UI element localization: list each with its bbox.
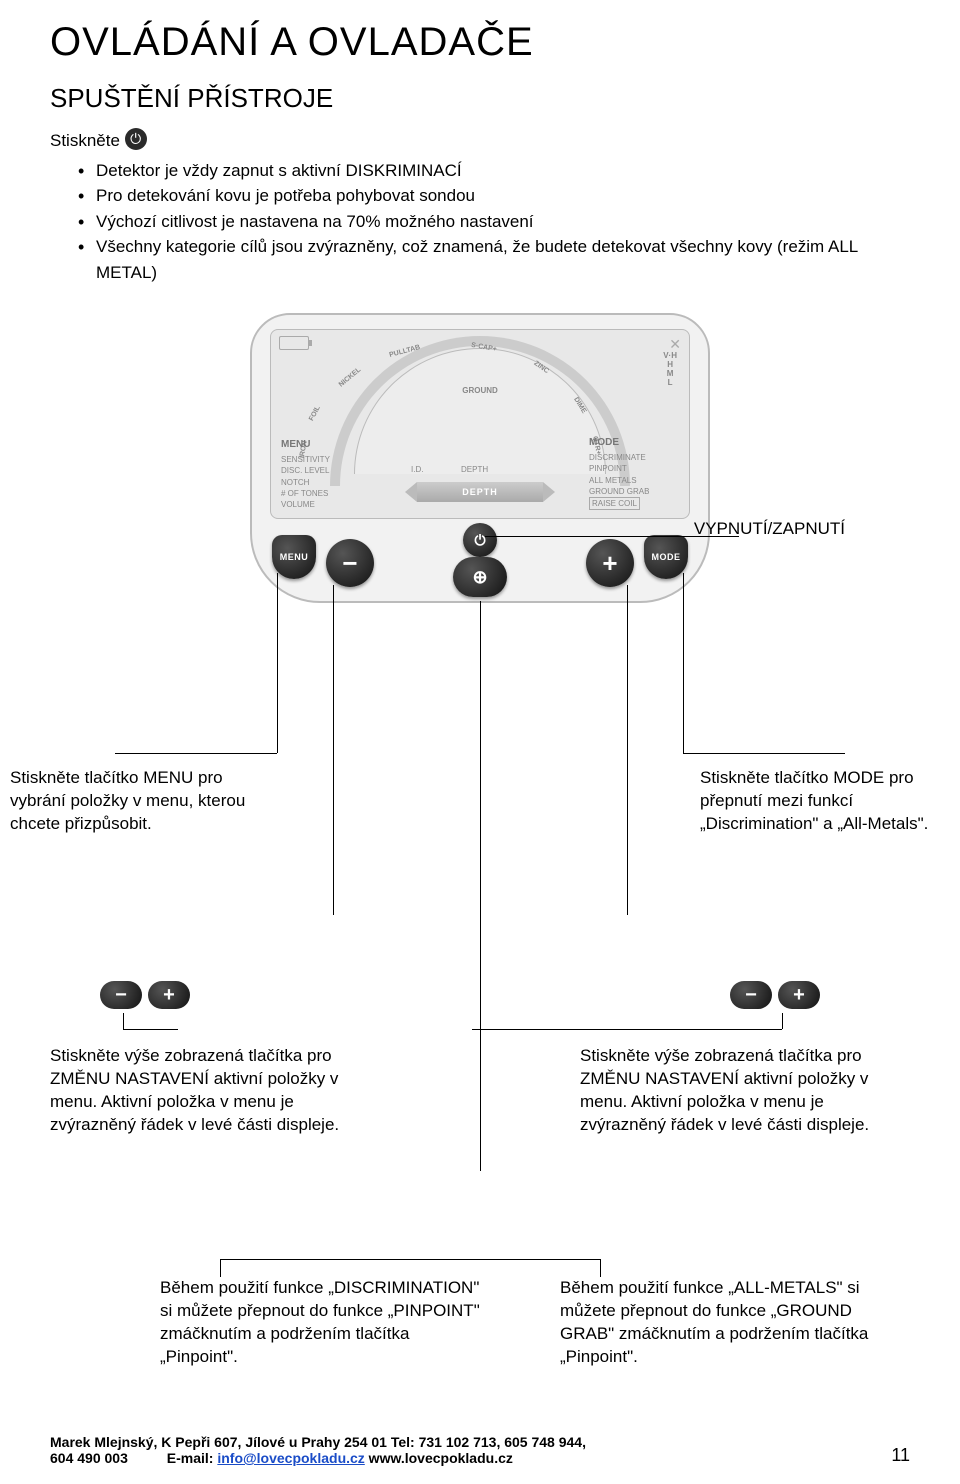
footer-email[interactable]: info@lovecpokladu.cz	[217, 1450, 364, 1466]
leader-line	[123, 1029, 178, 1030]
leader-line	[600, 1259, 601, 1277]
footer-phone: 604 490 003	[50, 1450, 128, 1466]
bullet-item: Výchozí citlivost je nastavena na 70% mo…	[78, 209, 910, 235]
leader-line	[220, 1259, 221, 1277]
arc-label-nickel: NICKEL	[338, 367, 362, 389]
lcd-mode-item: PINPOINT	[589, 463, 679, 474]
leader-line	[123, 1013, 124, 1029]
intro-line: Stiskněte	[50, 128, 910, 154]
battery-icon	[279, 336, 309, 350]
callout-mode: Stiskněte tlačítko MODE pro přepnutí mez…	[700, 767, 950, 836]
plus-button[interactable]: +	[586, 539, 634, 587]
lcd-menu-block: MENU SENSITIVITY DISC. LEVEL NOTCH # OF …	[281, 438, 371, 510]
leader-line	[472, 1029, 782, 1030]
device-body: ✕ V·H H M L GROUND IRON FOIL NICKEL PULL…	[250, 313, 710, 603]
arc-label-foil: FOIL	[308, 405, 322, 422]
lcd-mode-header: MODE	[589, 436, 679, 450]
leader-line	[485, 536, 739, 537]
footer-contact: Marek Mlejnský, K Pepři 607, Jílové u Pr…	[50, 1434, 586, 1466]
lcd-menu-header: MENU	[281, 438, 371, 452]
small-buttons-right: − +	[730, 981, 820, 1009]
footer-site: www.lovecpokladu.cz	[365, 1450, 513, 1466]
lcd-id-label: I.D.	[411, 465, 423, 474]
callout-discrimination: Během použití funkce „DISCRIMINATION" si…	[160, 1277, 480, 1369]
callout-change-left: Stiskněte výše zobrazená tlačítka pro ZM…	[50, 1045, 380, 1137]
lcd-mode-item: DISCRIMINATE	[589, 452, 679, 463]
small-minus-button[interactable]: −	[100, 981, 142, 1009]
lcd-menu-item: # OF TONES	[281, 488, 371, 499]
intro-stisknete: Stiskněte	[50, 131, 120, 150]
lcd-mode-item: ALL METALS	[589, 475, 679, 486]
small-minus-button[interactable]: −	[730, 981, 772, 1009]
leader-line	[220, 1259, 600, 1260]
lcd-menu-item: SENSITIVITY	[281, 454, 371, 465]
lcd-mode-item: GROUND GRAB	[589, 486, 679, 497]
bullet-item: Detektor je vždy zapnut s aktivní DISKRI…	[78, 158, 910, 184]
page-footer: Marek Mlejnský, K Pepři 607, Jílové u Pr…	[50, 1434, 910, 1466]
vhml-scale: V·H H M L	[663, 352, 677, 387]
lcd-menu-item: VOLUME	[281, 499, 371, 510]
footer-line2: 604 490 003 E-mail: info@lovecpokladu.cz…	[50, 1450, 586, 1466]
footer-line1: Marek Mlejnský, K Pepři 607, Jílové u Pr…	[50, 1434, 586, 1450]
callout-change-right: Stiskněte výše zobrazená tlačítka pro ZM…	[580, 1045, 910, 1137]
lcd-screen: ✕ V·H H M L GROUND IRON FOIL NICKEL PULL…	[270, 329, 690, 519]
pinpoint-button[interactable]: ⊕	[453, 557, 507, 597]
menu-button[interactable]: MENU	[272, 535, 316, 579]
lcd-mode-block: MODE DISCRIMINATE PINPOINT ALL METALS GR…	[589, 436, 679, 510]
mode-button[interactable]: MODE	[644, 535, 688, 579]
lcd-depth-bar-text: DEPTH	[462, 487, 498, 497]
page-number: 11	[891, 1445, 910, 1466]
bullet-item: Pro detekování kovu je potřeba pohybovat…	[78, 183, 910, 209]
footer-email-label: E-mail:	[167, 1450, 218, 1466]
intro-bullets: Detektor je vždy zapnut s aktivní DISKRI…	[78, 158, 910, 286]
power-icon	[125, 128, 147, 150]
lcd-depth-label: DEPTH	[461, 465, 488, 474]
callout-row-2: − + − + Stiskněte výše zobrazená tlačítk…	[50, 981, 910, 1211]
small-plus-button[interactable]: +	[778, 981, 820, 1009]
lcd-ground-label: GROUND	[462, 386, 498, 395]
minus-button[interactable]: −	[326, 539, 374, 587]
callout-row-1: Stiskněte tlačítko MENU pro vybrání polo…	[50, 711, 910, 911]
power-button[interactable]: ⏻	[463, 523, 497, 557]
callout-row-3: Během použití funkce „DISCRIMINATION" si…	[50, 1211, 910, 1431]
small-plus-button[interactable]: +	[148, 981, 190, 1009]
section-subtitle: SPUŠTĚNÍ PŘÍSTROJE	[50, 83, 910, 114]
lcd-depth-bar: DEPTH	[417, 482, 543, 502]
small-buttons-left: − +	[100, 981, 190, 1009]
callout-menu: Stiskněte tlačítko MENU pro vybrání polo…	[10, 767, 260, 836]
lcd-menu-item: DISC. LEVEL	[281, 465, 371, 476]
device-diagram: ✕ V·H H M L GROUND IRON FOIL NICKEL PULL…	[155, 313, 805, 763]
lcd-mode-item: RAISE COIL	[589, 497, 640, 510]
bullet-item: Všechny kategorie cílů jsou zvýrazněny, …	[78, 234, 910, 285]
callout-allmetals: Během použití funkce „ALL-METALS" si můž…	[560, 1277, 880, 1369]
lcd-menu-item: NOTCH	[281, 477, 371, 488]
page-title: OVLÁDÁNÍ A OVLADAČE	[50, 20, 910, 65]
leader-line	[782, 1013, 783, 1029]
